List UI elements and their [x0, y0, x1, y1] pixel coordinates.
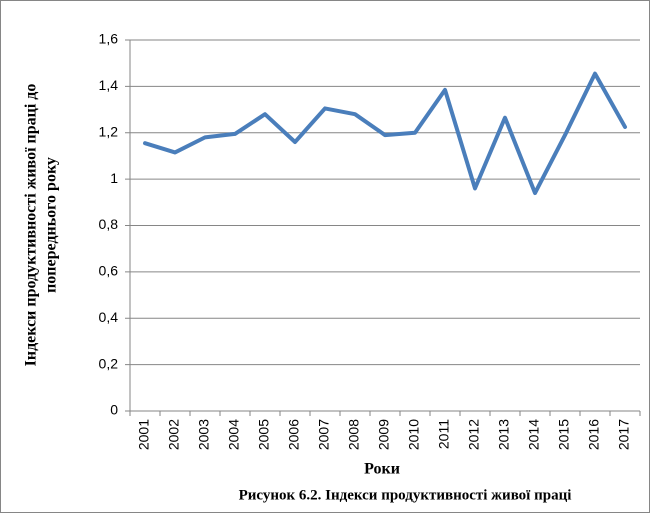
y-tick-label: 0,4: [99, 309, 119, 325]
line: [143, 71, 627, 196]
x-tick-label: 2014: [526, 419, 542, 450]
x-axis-label: Роки: [364, 461, 400, 478]
x-tick-label: 2015: [556, 419, 572, 450]
y-axis-label: Індекси продуктивності живої праці до: [23, 84, 40, 367]
x-tick-label: 2003: [196, 419, 212, 450]
x-tick-label: 2017: [616, 419, 632, 450]
x-tick-label: 2011: [436, 419, 452, 449]
y-tick-label: 0,6: [99, 263, 119, 279]
x-tick-label: 2005: [256, 419, 272, 450]
x-tick-label: 2008: [346, 419, 362, 450]
y-tick-label: 1,6: [99, 31, 119, 47]
x-tick-label: 2006: [286, 419, 302, 450]
x-tick-label: 2013: [496, 419, 512, 450]
x-tick-label: 2004: [226, 419, 242, 450]
y-tick-label: 0: [110, 402, 118, 418]
x-tick-label: 2009: [376, 419, 392, 450]
y-tick-label: 1: [110, 170, 118, 186]
x-tick-label: 2002: [166, 419, 182, 450]
y-tick-label: 0,2: [99, 355, 119, 371]
y-tick-label: 1,4: [99, 77, 119, 93]
y-tick-label: 0,8: [99, 216, 119, 232]
y-axis-label: попереднього року: [43, 157, 60, 293]
caption: Рисунок 6.2. Індекси продуктивності живо…: [239, 487, 572, 503]
x-tick-label: 2001: [136, 419, 152, 450]
x-tick-label: 2010: [406, 419, 422, 450]
y-tick-label: 1,2: [99, 123, 119, 139]
x-tick-label: 2012: [466, 419, 482, 450]
x-tick-label: 2016: [586, 419, 602, 450]
x-tick-label: 2007: [316, 419, 332, 450]
